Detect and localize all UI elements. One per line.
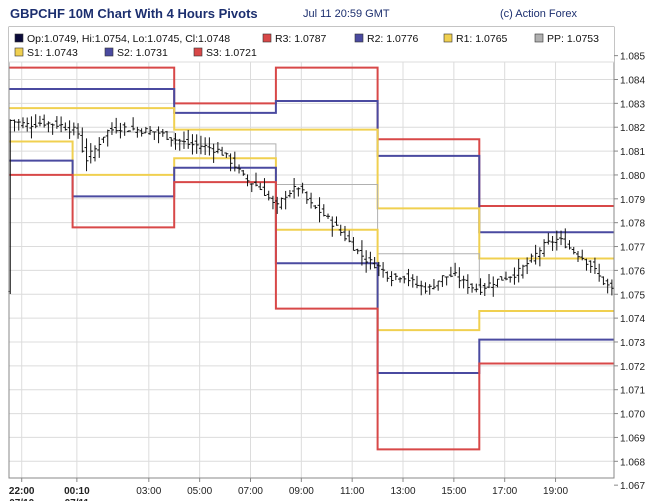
- x-tick-sublabel: 07/10: [9, 498, 34, 501]
- x-tick-label: 13:00: [390, 486, 415, 497]
- price-bars: [8, 114, 614, 297]
- chart-timestamp: Jul 11 20:59 GMT: [303, 8, 390, 20]
- legend-swatch-r2: [354, 33, 364, 43]
- pivot-line-s3: [9, 173, 614, 451]
- legend-label-r2: R2: 1.0776: [367, 33, 419, 45]
- legend-swatch-pp: [534, 33, 544, 43]
- legend-label-s3: S3: 1.0721: [206, 47, 257, 59]
- y-tick-label: 1.080: [620, 171, 645, 182]
- y-tick-label: 1.083: [620, 99, 645, 110]
- y-tick-label: 1.068: [620, 457, 645, 468]
- legend-label-r3: R3: 1.0787: [275, 33, 327, 45]
- legend-label-r1: R1: 1.0765: [456, 33, 508, 45]
- y-tick-label: 1.077: [620, 243, 645, 254]
- grid-layer: [9, 27, 614, 478]
- x-tick-label: 11:00: [340, 486, 365, 497]
- x-tick-label: 15:00: [441, 486, 466, 497]
- y-tick-label: 1.074: [620, 314, 645, 325]
- legend-label-s2: S2: 1.0731: [117, 47, 168, 59]
- plot-background: [9, 27, 614, 478]
- ohlc-swatch: [14, 33, 24, 43]
- y-tick-label: 1.070: [620, 410, 645, 421]
- pivot-lines: [9, 66, 614, 451]
- legend-swatch-s2: [104, 47, 114, 57]
- legend-label-s1: S1: 1.0743: [27, 47, 78, 59]
- x-tick-label: 09:00: [289, 486, 314, 497]
- y-tick-label: 1.079: [620, 195, 645, 206]
- y-tick-label: 1.067: [620, 481, 645, 492]
- y-tick-label: 1.072: [620, 362, 645, 373]
- chart-copyright: (c) Action Forex: [500, 8, 578, 20]
- y-tick-label: 1.069: [620, 433, 645, 444]
- y-tick-label: 1.081: [620, 147, 645, 158]
- pivot-line-r2: [9, 88, 614, 234]
- y-tick-label: 1.082: [620, 123, 645, 134]
- legend-swatch-s3: [193, 47, 203, 57]
- legend-swatch-s1: [14, 47, 24, 57]
- y-tick-label: 1.071: [620, 386, 645, 397]
- x-tick-label: 07:00: [238, 486, 263, 497]
- legend: Op:1.0749, Hi:1.0754, Lo:1.0745, Cl:1.07…: [9, 27, 614, 63]
- x-tick-label: 22:00: [9, 486, 35, 497]
- legend-swatch-r3: [262, 33, 272, 43]
- y-tick-label: 1.078: [620, 219, 645, 230]
- ohlc-readout: Op:1.0749, Hi:1.0754, Lo:1.0745, Cl:1.07…: [27, 33, 230, 45]
- pivot-line-r1: [9, 107, 614, 260]
- y-tick-label: 1.076: [620, 266, 645, 277]
- x-tick-label: 00:10: [64, 486, 90, 497]
- y-tick-label: 1.085: [620, 52, 645, 63]
- x-tick-label: 03:00: [136, 486, 161, 497]
- legend-label-pp: PP: 1.0753: [547, 33, 599, 45]
- x-tick-label: 05:00: [187, 486, 212, 497]
- x-tick-label: 19:00: [543, 486, 568, 497]
- legend-swatch-r1: [443, 33, 453, 43]
- y-tick-label: 1.073: [620, 338, 645, 349]
- x-tick-sublabel: 07/11: [65, 498, 90, 501]
- chart-title: GBPCHF 10M Chart With 4 Hours Pivots: [10, 6, 258, 21]
- chart-header: GBPCHF 10M Chart With 4 Hours Pivots Jul…: [0, 0, 650, 30]
- x-tick-label: 17:00: [492, 486, 517, 497]
- y-tick-label: 1.075: [620, 290, 645, 301]
- y-tick-label: 1.084: [620, 75, 645, 86]
- axis-labels: 1.085 1.084 1.083 1.082 1.081 1.080 1.079 1.078…: [9, 52, 646, 501]
